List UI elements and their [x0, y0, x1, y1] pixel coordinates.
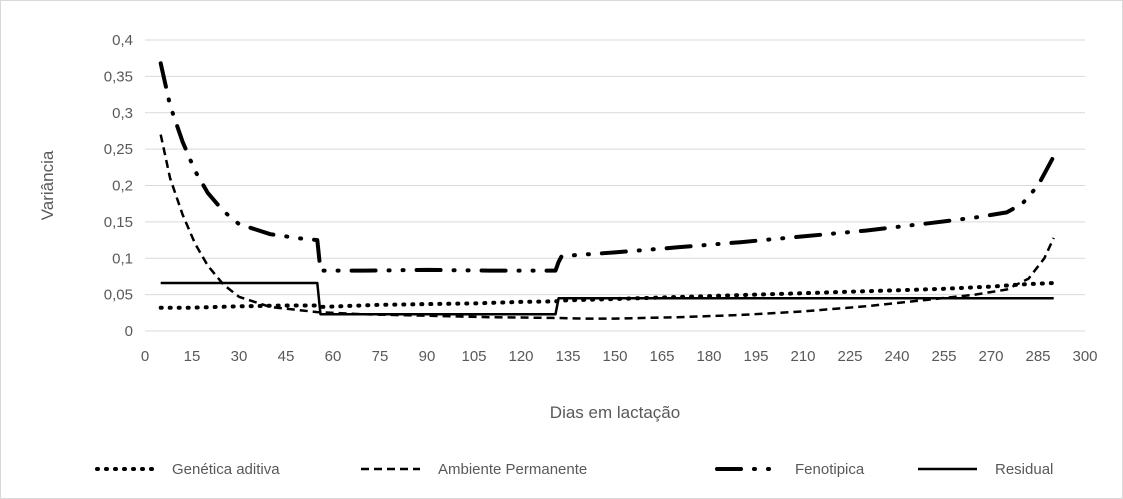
series-line-3 [160, 281, 1054, 316]
x-tick-label-19: 285 [1025, 348, 1050, 365]
x-tick-label-15: 225 [837, 348, 862, 365]
y-tick-label-3: 0,15 [104, 214, 133, 231]
x-tick-label-2: 30 [231, 348, 248, 365]
legend-label-0: Genética aditiva [172, 461, 280, 478]
x-tick-label-4: 60 [325, 348, 342, 365]
x-tick-label-5: 75 [372, 348, 389, 365]
y-tick-label-7: 0,35 [104, 68, 133, 85]
x-tick-label-12: 180 [696, 348, 721, 365]
legend-label-1: Ambiente Permanente [438, 461, 587, 478]
x-tick-label-16: 240 [884, 348, 909, 365]
x-tick-label-6: 90 [419, 348, 436, 365]
series-line-1 [159, 134, 1055, 320]
y-tick-label-1: 0,05 [104, 287, 133, 304]
legend-label-3: Residual [995, 461, 1053, 478]
x-tick-label-14: 210 [790, 348, 815, 365]
x-tick-label-20: 300 [1072, 348, 1097, 365]
y-tick-label-4: 0,2 [112, 178, 133, 195]
x-tick-label-3: 45 [278, 348, 295, 365]
y-tick-label-8: 0,4 [112, 32, 133, 49]
y-tick-label-0: 0 [125, 323, 133, 340]
x-tick-label-9: 135 [555, 348, 580, 365]
x-tick-label-11: 165 [649, 348, 674, 365]
x-axis-title: Dias em lactação [550, 403, 680, 422]
x-tick-label-1: 15 [184, 348, 201, 365]
series-line-0 [158, 281, 1056, 310]
x-tick-label-13: 195 [743, 348, 768, 365]
x-tick-label-18: 270 [978, 348, 1003, 365]
x-tick-label-17: 255 [931, 348, 956, 365]
y-tick-label-2: 0,1 [112, 250, 133, 267]
x-tick-label-0: 0 [141, 348, 149, 365]
y-tick-label-5: 0,25 [104, 141, 133, 158]
y-axis-title: Variância [38, 150, 57, 220]
series-line-2 [158, 61, 1056, 273]
x-tick-label-8: 120 [508, 348, 533, 365]
y-tick-label-6: 0,3 [112, 105, 133, 122]
x-tick-label-10: 150 [602, 348, 627, 365]
x-tick-label-7: 105 [461, 348, 486, 365]
legend-label-2: Fenotipica [795, 461, 865, 478]
